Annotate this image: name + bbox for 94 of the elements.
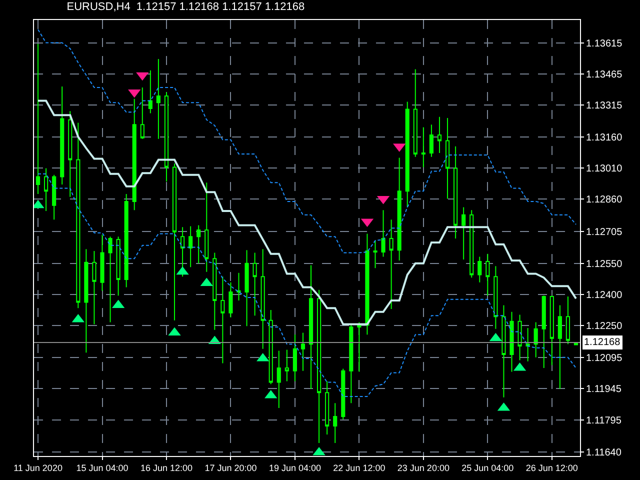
candlestick	[172, 163, 177, 321]
x-tick-label: 16 Jun 12:00	[140, 462, 193, 473]
candlestick	[44, 168, 48, 212]
candlestick	[325, 380, 330, 435]
y-tick-label: 1.12550	[586, 258, 623, 270]
y-tick-label: 1.12705	[586, 226, 623, 238]
candlestick	[196, 224, 201, 264]
y-tick-label: 1.12860	[586, 194, 623, 206]
candlestick	[148, 70, 152, 114]
candlestick	[341, 368, 346, 420]
ref-line-label: 1.12168	[584, 337, 621, 348]
candlestick	[478, 256, 482, 283]
candlestick	[308, 264, 314, 390]
x-tick-label: 23 Jun 20:00	[397, 462, 450, 473]
candlestick	[518, 314, 522, 361]
candlestick	[236, 272, 241, 301]
candlestick	[542, 295, 546, 368]
candlestick	[284, 349, 289, 382]
candlestick	[140, 87, 144, 140]
candlestick	[333, 402, 338, 444]
candlestick	[212, 252, 217, 330]
candlestick	[100, 234, 104, 292]
candlestick	[413, 68, 418, 158]
y-tick-label: 1.13160	[586, 132, 623, 144]
candlestick	[462, 206, 466, 260]
candlestick	[124, 193, 128, 288]
y-tick-label: 1.11945	[586, 384, 622, 396]
y-tick-label: 1.13615	[586, 38, 623, 50]
candlestick	[421, 126, 426, 168]
candlestick	[486, 253, 490, 296]
candlestick	[268, 309, 273, 385]
candlestick	[454, 146, 458, 240]
x-tick-label: 11 Jun 2020	[14, 462, 62, 473]
x-tick-label: 15 Jun 04:00	[76, 462, 128, 473]
candlestick	[510, 311, 514, 372]
x-tick-label: 26 Jun 12:00	[526, 462, 578, 473]
candlestick	[204, 182, 209, 272]
candlestick	[534, 322, 538, 358]
candlestick	[317, 289, 322, 444]
line-series	[37, 100, 577, 326]
y-tick-label: 1.12095	[586, 353, 623, 364]
candlestick	[300, 332, 306, 372]
candlestick	[116, 236, 120, 296]
candlestick	[502, 304, 506, 398]
x-tick-label: 22 Jun 12:00	[333, 462, 386, 473]
candlestick	[220, 276, 225, 364]
candlestick	[92, 250, 96, 325]
candlestick	[349, 324, 354, 404]
candlestick	[292, 334, 297, 382]
x-tick-label: 17 Jun 20:00	[204, 462, 257, 473]
candlestick	[188, 226, 193, 268]
candlestick	[276, 350, 281, 408]
candlestick	[357, 322, 362, 372]
candlestick	[365, 233, 370, 336]
candlestick	[494, 266, 498, 330]
y-tick-label: 1.13465	[586, 69, 623, 80]
candlestick	[244, 250, 249, 327]
candlestick	[68, 110, 72, 198]
candlestick	[381, 210, 386, 258]
candlestick	[445, 117, 450, 200]
candlestick	[389, 219, 394, 310]
candlestick	[76, 122, 80, 309]
y-tick-label: 1.11640	[586, 447, 622, 458]
candlestick	[437, 116, 442, 154]
candlestick	[84, 248, 88, 354]
candlestick	[108, 236, 112, 323]
candlestick	[405, 101, 410, 208]
candlestick	[60, 86, 64, 185]
candlestick	[260, 248, 265, 350]
candlestick	[132, 98, 136, 211]
candlestick	[252, 252, 257, 316]
candlestick	[52, 174, 56, 220]
x-tick-label: 25 Jun 04:00	[462, 462, 514, 473]
x-tick-label: 19 Jun 04:00	[268, 462, 321, 473]
candlestick	[373, 240, 378, 269]
candlestick	[397, 157, 402, 261]
candlestick	[156, 58, 160, 140]
y-tick-label: 1.13315	[586, 100, 623, 112]
y-tick-label: 1.12250	[586, 321, 623, 332]
candlestick	[470, 210, 474, 278]
candlestick	[526, 328, 530, 362]
chart-title: EURUSD,H4 1.12157 1.12168 1.12157 1.12168	[66, 1, 305, 14]
candlestick	[566, 296, 570, 345]
candlestick	[558, 304, 562, 390]
y-tick-label: 1.11795	[586, 415, 622, 426]
candlestick	[429, 124, 434, 158]
y-tick-label: 1.12400	[586, 290, 623, 301]
candlestick	[228, 282, 233, 318]
candlestick	[164, 92, 169, 182]
line-series	[38, 173, 576, 398]
y-tick-label: 1.13010	[586, 164, 623, 175]
candlestick	[180, 226, 185, 278]
line-series	[38, 29, 576, 254]
candlestick	[550, 295, 554, 366]
